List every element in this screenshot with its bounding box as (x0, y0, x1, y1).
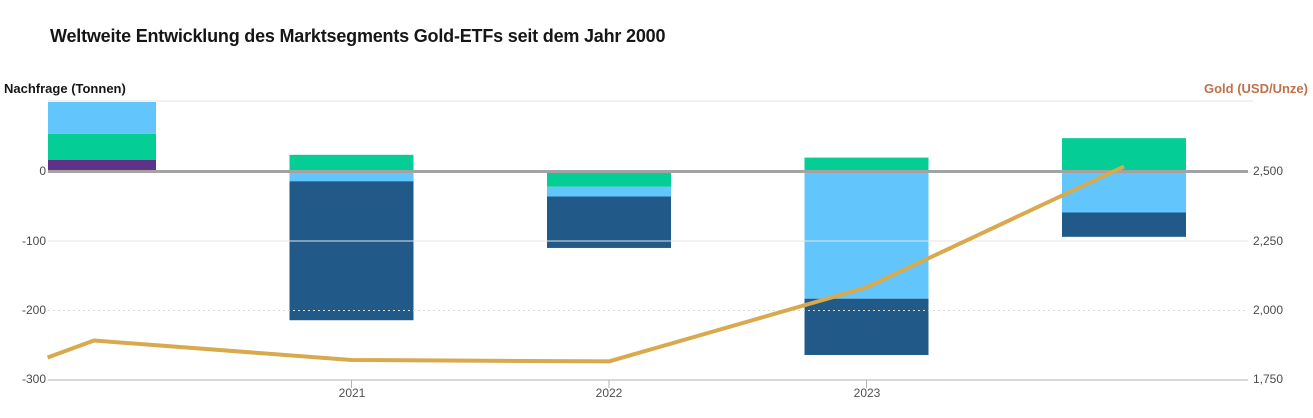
right-axis-tick: 2,250 (1253, 234, 1284, 248)
right-axis-title: Gold (USD/Unze) (1204, 81, 1308, 96)
bar-2023 (804, 157, 929, 355)
left-axis-tick: 0 (39, 164, 46, 178)
bar-2022 (547, 171, 671, 248)
bar-segment-green-segment (804, 157, 929, 172)
bar-segment-darkblue-segment (1062, 212, 1186, 237)
gold-price-line (46, 164, 1125, 364)
right-axis-tick: 1,750 (1253, 372, 1284, 386)
bar-segment-lightblue-segment (804, 171, 929, 299)
bar-segment-lightblue-segment (1062, 171, 1186, 213)
left-axis-tick: -200 (21, 303, 46, 317)
gridlines (48, 100, 1253, 388)
bar-segment-green-segment (547, 171, 671, 187)
bar-2021 (289, 154, 414, 321)
right-axis-tick: 2,000 (1253, 303, 1284, 317)
right-axis-tick: 2,500 (1253, 164, 1284, 178)
left-axis-tick: -100 (21, 234, 46, 248)
bar-2024 (1062, 138, 1186, 237)
bar-segment-lightblue-segment (547, 186, 671, 197)
bar-segment-darkblue-segment (804, 298, 929, 355)
bar-segment-purple-segment (48, 159, 156, 172)
stacked-bars (48, 102, 1186, 355)
chart-title: Weltweite Entwicklung des Marktsegments … (50, 26, 666, 46)
bar-segment-lightblue-segment (289, 171, 414, 182)
x-axis-tick-2022: 2022 (595, 386, 623, 400)
x-axis-tick-2023: 2023 (853, 386, 881, 400)
bar-segment-lightblue-segment (48, 102, 156, 134)
bar-segment-darkblue-segment (289, 181, 414, 321)
bar-segment-darkblue-segment (547, 196, 671, 248)
left-axis-title: Nachfrage (Tonnen) (4, 81, 126, 96)
left-axis-tick: -300 (21, 372, 46, 386)
bar-segment-green-segment (289, 154, 414, 172)
x-axis-tick-2021: 2021 (338, 386, 366, 400)
bar-segment-green-segment (1062, 138, 1186, 172)
bar-segment-green-segment (48, 133, 156, 160)
bar-2020 (48, 102, 156, 172)
